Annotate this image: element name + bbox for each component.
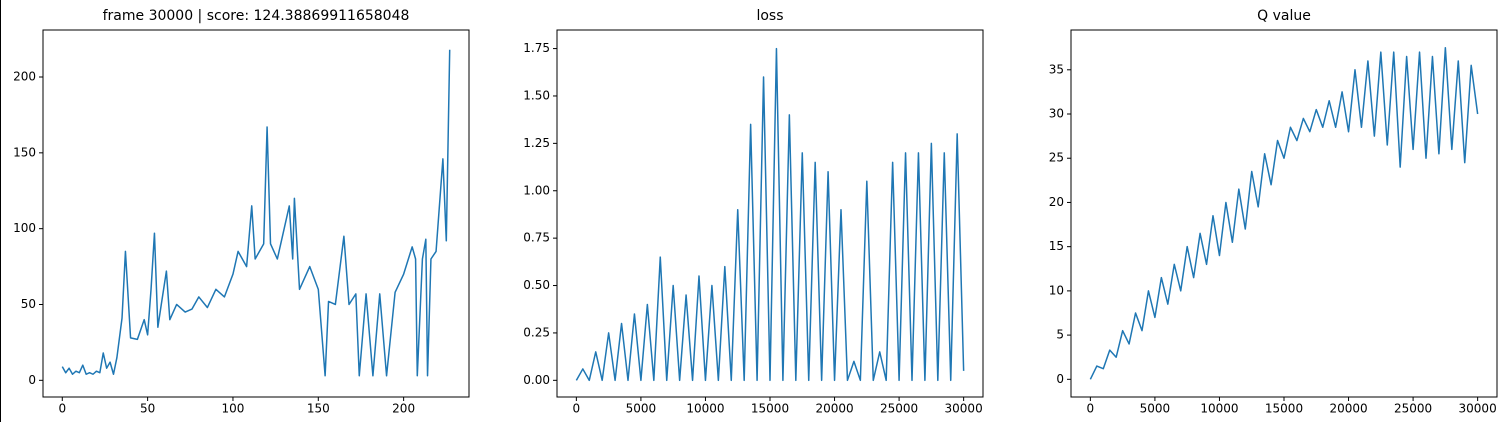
x-tick-label: 200 <box>392 402 415 416</box>
x-tick-label: 10000 <box>686 402 724 416</box>
y-tick-label: 50 <box>21 297 36 311</box>
y-tick-label: 0.75 <box>523 231 550 245</box>
x-tick-label: 0 <box>58 402 66 416</box>
x-tick-label: 20000 <box>815 402 853 416</box>
x-tick-label: 25000 <box>1394 402 1432 416</box>
chart-title: loss <box>756 8 783 24</box>
y-tick-label: 1.25 <box>523 136 550 150</box>
x-tick-label: 150 <box>307 402 330 416</box>
chart-title: frame 30000 | score: 124.38869911658048 <box>103 8 410 24</box>
y-tick-label: 10 <box>1049 283 1064 297</box>
y-tick-label: 0.25 <box>523 325 550 339</box>
plot-frame <box>42 29 470 398</box>
line <box>61 49 451 377</box>
x-tick-label: 25000 <box>880 402 918 416</box>
x-tick-label: 15000 <box>1265 402 1303 416</box>
y-tick-label: 20 <box>1049 195 1064 209</box>
line <box>575 47 965 382</box>
y-tick-label: 0 <box>1056 372 1064 386</box>
x-tick-label: 0 <box>573 402 581 416</box>
chart-title: Q value <box>1257 8 1311 24</box>
y-tick-label: 0.50 <box>523 278 550 292</box>
y-tick-label: 1.75 <box>523 41 550 55</box>
y-tick-label: 1.50 <box>523 88 550 102</box>
x-tick-label: 5000 <box>1140 402 1171 416</box>
x-tick-label: 20000 <box>1329 402 1367 416</box>
y-tick-label: 150 <box>13 145 36 159</box>
y-tick-label: 0 <box>28 373 36 387</box>
y-tick-label: 100 <box>13 221 36 235</box>
x-tick-label: 15000 <box>751 402 789 416</box>
x-tick-label: 5000 <box>626 402 657 416</box>
y-tick-label: 200 <box>13 70 36 84</box>
x-tick-label: 10000 <box>1200 402 1238 416</box>
line <box>1089 46 1479 380</box>
y-tick-label: 0.00 <box>523 373 550 387</box>
y-tick-label: 30 <box>1049 107 1064 121</box>
plot-frame <box>1070 29 1498 398</box>
x-tick-label: 0 <box>1087 402 1095 416</box>
y-tick-label: 1.00 <box>523 183 550 197</box>
y-tick-label: 15 <box>1049 239 1064 253</box>
plot-frame <box>556 29 984 398</box>
y-tick-label: 35 <box>1049 62 1064 76</box>
x-tick-label: 30000 <box>1459 402 1497 416</box>
x-tick-label: 100 <box>222 402 245 416</box>
y-tick-label: 25 <box>1049 151 1064 165</box>
y-tick-label: 5 <box>1056 328 1064 342</box>
x-tick-label: 30000 <box>945 402 983 416</box>
x-tick-label: 50 <box>140 402 155 416</box>
